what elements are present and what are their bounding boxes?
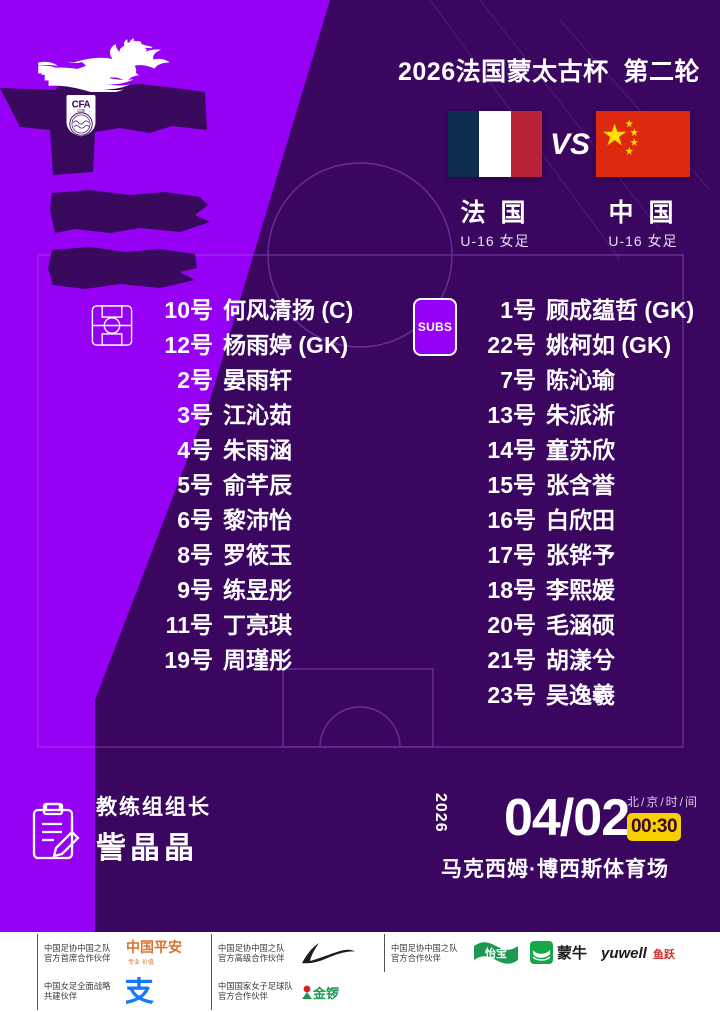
svg-text:蒙牛: 蒙牛 (557, 944, 587, 962)
svg-text:鱼跃: 鱼跃 (653, 947, 676, 961)
svg-text:金锣: 金锣 (312, 986, 339, 1001)
svg-text:怡宝: 怡宝 (485, 946, 507, 960)
svg-text:专业·价值: 专业·价值 (128, 958, 154, 966)
svg-text:支: 支 (126, 977, 154, 1005)
svg-text:中国平安: 中国平安 (126, 939, 182, 955)
svg-text:yuwell: yuwell (601, 945, 648, 962)
